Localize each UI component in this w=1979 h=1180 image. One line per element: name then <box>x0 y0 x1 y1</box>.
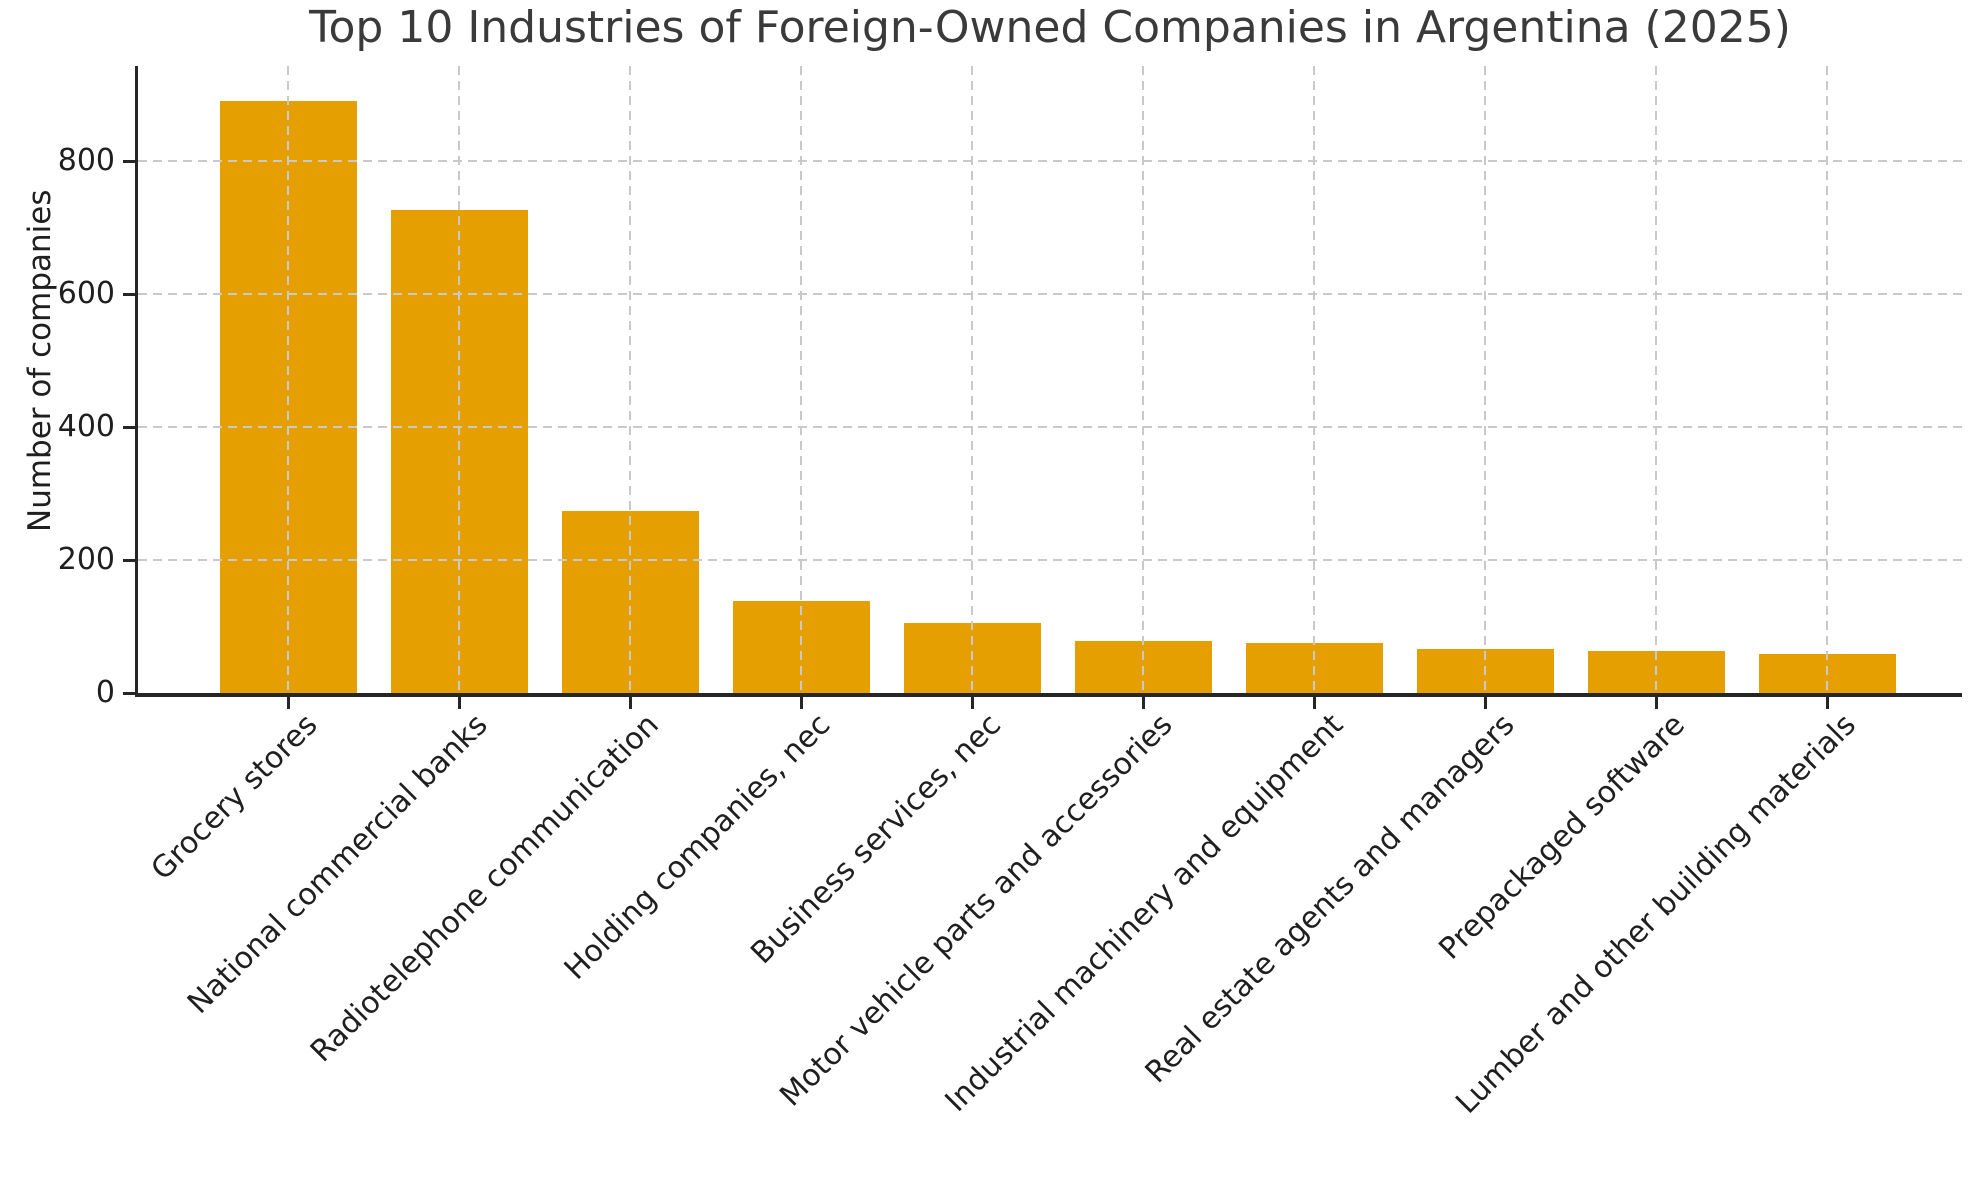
gridline-v-lumber-and-other-building-materials <box>1826 66 1828 693</box>
y-tick-200 <box>123 558 135 562</box>
gridline-h-400 <box>138 426 1962 428</box>
y-tick-label-800: 800 <box>57 143 115 178</box>
x-tick-lumber-and-other-building-materials <box>1825 697 1829 709</box>
x-tick-industrial-machinery-and-equipment <box>1312 697 1316 709</box>
gridline-h-800 <box>138 160 1962 162</box>
y-tick-label-400: 400 <box>57 409 115 444</box>
gridline-v-real-estate-agents-and-managers <box>1484 66 1486 693</box>
gridline-v-motor-vehicle-parts-and-accessories <box>1142 66 1144 693</box>
gridline-h-200 <box>138 559 1962 561</box>
chart-title: Top 10 Industries of Foreign-Owned Compa… <box>309 2 1791 53</box>
x-tick-real-estate-agents-and-managers <box>1483 697 1487 709</box>
x-tick-motor-vehicle-parts-and-accessories <box>1141 697 1145 709</box>
gridline-v-grocery-stores <box>287 66 289 693</box>
x-tick-label-industrial-machinery-and-equipment: Industrial machinery and equipment <box>938 707 1351 1119</box>
left-spine <box>135 66 138 696</box>
gridline-v-holding-companies-nec <box>800 66 802 693</box>
x-tick-label-real-estate-agents-and-managers: Real estate agents and managers <box>1138 707 1522 1091</box>
y-tick-600 <box>123 292 135 296</box>
gridline-h-600 <box>138 293 1962 295</box>
gridline-v-industrial-machinery-and-equipment <box>1313 66 1315 693</box>
x-tick-radiotelephone-communication <box>628 697 632 709</box>
gridline-v-business-services-nec <box>971 66 973 693</box>
x-tick-label-national-commercial-banks: National commercial banks <box>181 707 496 1021</box>
x-tick-prepackaged-software <box>1654 697 1658 709</box>
x-tick-label-grocery-stores: Grocery stores <box>144 707 325 888</box>
x-tick-label-motor-vehicle-parts-and-accessories: Motor vehicle parts and accessories <box>772 707 1180 1114</box>
x-tick-holding-companies-nec <box>799 697 803 709</box>
x-tick-business-services-nec <box>970 697 974 709</box>
x-tick-grocery-stores <box>286 697 290 709</box>
y-tick-label-200: 200 <box>57 542 115 577</box>
y-tick-0 <box>123 691 135 695</box>
y-tick-label-0: 0 <box>95 675 115 710</box>
bottom-spine <box>135 693 1962 697</box>
x-tick-label-radiotelephone-communication: Radiotelephone communication <box>304 707 667 1070</box>
y-tick-800 <box>123 159 135 163</box>
x-tick-national-commercial-banks <box>457 697 461 709</box>
gridline-v-prepackaged-software <box>1655 66 1657 693</box>
y-tick-label-600: 600 <box>57 276 115 311</box>
gridline-v-national-commercial-banks <box>458 66 460 693</box>
gridline-v-radiotelephone-communication <box>629 66 631 693</box>
y-tick-400 <box>123 425 135 429</box>
x-tick-label-lumber-and-other-building-materials: Lumber and other building materials <box>1449 707 1864 1121</box>
